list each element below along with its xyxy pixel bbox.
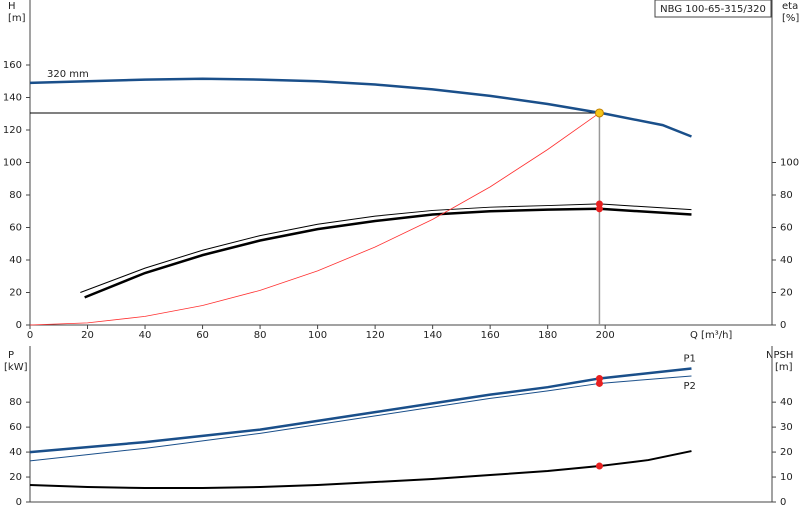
x-tick-label: 100 — [308, 330, 327, 341]
duty-marker — [595, 379, 603, 387]
chart-title: NBG 100-65-315/320 — [660, 4, 766, 15]
y-tick-label: 60 — [9, 223, 22, 234]
y-tick-label: 40 — [9, 447, 22, 458]
y-tick-label: 40 — [9, 255, 22, 266]
y2-tick-label: 40 — [780, 397, 793, 408]
y-tick-label: 120 — [3, 125, 22, 136]
y-tick-label: 60 — [9, 422, 22, 433]
series-line — [29, 77, 692, 138]
series-label: P2 — [683, 381, 695, 392]
duty-marker — [595, 462, 603, 470]
y-tick-label: 80 — [9, 190, 22, 201]
series-line — [29, 367, 692, 454]
y-tick-label: 140 — [3, 93, 22, 104]
y2-tick-label: 60 — [780, 223, 793, 234]
series-line — [80, 203, 692, 293]
duty-marker — [595, 205, 603, 213]
x-tick-label: 20 — [81, 330, 94, 341]
y-axis-label: P — [8, 350, 14, 361]
y-axis-unit: [kW] — [4, 362, 28, 373]
title-box — [654, 0, 772, 18]
y2-axis-unit: [m] — [775, 362, 793, 373]
x-tick-label: 0 — [27, 330, 33, 341]
x-tick-label: 140 — [423, 330, 442, 341]
x-tick-label: 80 — [254, 330, 267, 341]
x-tick-label: 160 — [481, 330, 500, 341]
x-tick-label: 40 — [139, 330, 152, 341]
series-label: 320 mm — [47, 69, 89, 80]
duty-point — [594, 108, 604, 118]
x-tick-label: 60 — [196, 330, 209, 341]
y2-tick-label: 20 — [780, 447, 793, 458]
series-line — [84, 207, 692, 299]
y-tick-label: 100 — [3, 158, 22, 169]
y2-tick-label: 0 — [780, 320, 786, 331]
y-tick-label: 0 — [16, 497, 22, 508]
y2-tick-label: 100 — [780, 158, 799, 169]
y2-tick-label: 80 — [780, 190, 793, 201]
x-tick-label: 180 — [538, 330, 557, 341]
series-line — [29, 375, 692, 462]
duty-marker — [595, 374, 603, 382]
y2-axis-unit: [%] — [782, 13, 799, 24]
y-tick-label: 160 — [3, 60, 22, 71]
series-line — [29, 450, 692, 490]
y-tick-label: 80 — [9, 397, 22, 408]
y2-tick-label: 40 — [780, 255, 793, 266]
y2-axis-label: NPSH — [766, 350, 793, 361]
x-tick-label: 200 — [596, 330, 615, 341]
series-label: P1 — [683, 353, 695, 364]
y2-tick-label: 30 — [780, 422, 793, 433]
duty-marker — [595, 200, 603, 208]
y-tick-label: 20 — [9, 288, 22, 299]
y2-tick-label: 20 — [780, 288, 793, 299]
y2-tick-label: 10 — [780, 472, 793, 483]
y-axis-unit: [m] — [8, 13, 26, 24]
y-tick-label: 0 — [16, 320, 22, 331]
y2-tick-label: 0 — [780, 497, 786, 508]
x-tick-label: 120 — [366, 330, 385, 341]
y2-axis-label: eta — [782, 1, 798, 12]
series-line — [29, 112, 600, 326]
x-axis-label: Q [m³/h] — [690, 330, 732, 341]
y-tick-label: 20 — [9, 472, 22, 483]
y-axis-label: H — [8, 1, 16, 12]
